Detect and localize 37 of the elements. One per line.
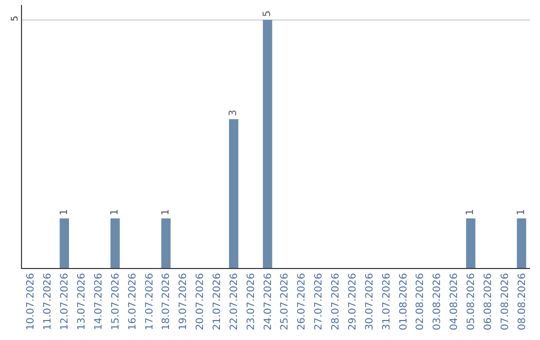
x-tick-label: 06.08.2026 (482, 273, 494, 330)
x-tick-label: 23.07.2026 (246, 273, 257, 330)
x-tick-label: 19.07.2026 (178, 273, 190, 330)
x-tick-label: 15.07.2026 (110, 273, 122, 330)
data-label: 1 (160, 209, 172, 216)
x-tick-label: 13.07.2026 (76, 273, 88, 330)
x-tick-label: 02.08.2026 (415, 273, 426, 330)
x-tick-label: 20.07.2026 (195, 273, 206, 330)
x-tick-label: 17.07.2026 (144, 273, 156, 330)
x-tick-label: 24.07.2026 (262, 273, 274, 330)
x-tick-label: 27.07.2026 (314, 273, 325, 330)
x-tick-label: 16.07.2026 (127, 273, 138, 330)
x-tick-label: 22.07.2026 (228, 273, 240, 330)
x-tick-label: 28.07.2026 (330, 273, 342, 330)
data-label: 1 (110, 209, 121, 216)
x-tick-label: 10.07.2026 (26, 273, 37, 330)
data-label: 1 (465, 209, 476, 216)
data-label: 1 (516, 209, 528, 216)
data-label: 5 (262, 10, 274, 17)
x-tick-label: 29.07.2026 (347, 273, 358, 330)
x-tick-label: 05.08.2026 (466, 273, 477, 330)
x-tick-label: 07.08.2026 (500, 273, 511, 330)
x-tick-label: 11.07.2026 (42, 273, 54, 330)
x-tick-label: 25.07.2026 (280, 273, 291, 330)
x-tick-label: 31.07.2026 (381, 273, 392, 330)
x-tick-label: 21.07.2026 (212, 273, 223, 330)
x-tick-label: 08.08.2026 (516, 273, 528, 330)
x-tick-label: 18.07.2026 (161, 273, 172, 330)
x-tick-label: 01.08.2026 (398, 273, 410, 330)
x-tick-label: 03.08.2026 (432, 273, 444, 330)
x-tick-label: 30.07.2026 (364, 273, 376, 330)
data-label: 1 (58, 209, 70, 216)
x-tick-label: 14.07.2026 (93, 273, 104, 330)
data-label: 3 (228, 110, 240, 116)
x-tick-label: 04.08.2026 (449, 273, 460, 330)
x-tick-label: 12.07.2026 (60, 273, 71, 330)
x-tick-label: 26.07.2026 (296, 273, 308, 330)
